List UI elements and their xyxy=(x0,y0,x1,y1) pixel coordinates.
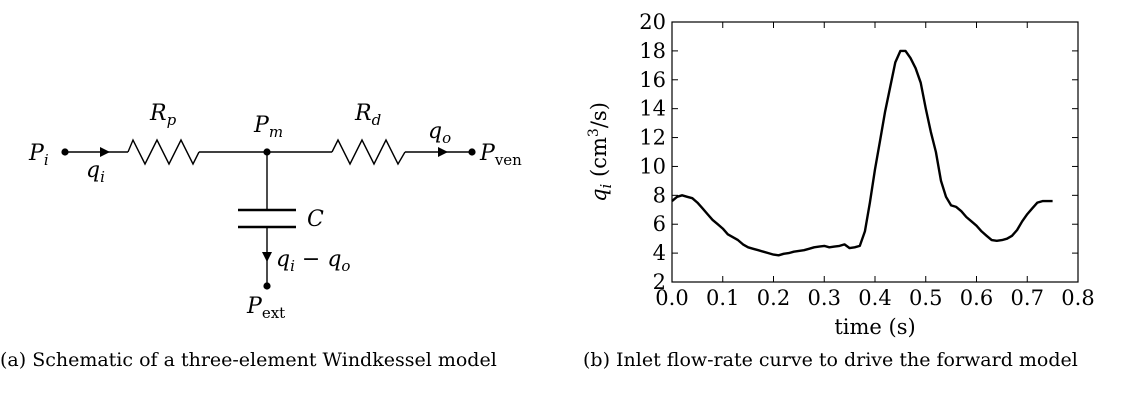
x-tick-label: 0.7 xyxy=(1011,286,1044,310)
label-q-in: qi xyxy=(86,158,105,186)
resistor-proximal xyxy=(127,138,200,166)
label-q-cap: qi − qo xyxy=(276,247,350,275)
label-p-venous: Pven xyxy=(479,141,522,169)
x-tick-label: 0.0 xyxy=(655,286,688,310)
node-mid xyxy=(263,148,271,156)
caption-schematic: (a) Schematic of a three-element Windkes… xyxy=(0,349,497,371)
schematic-nodes xyxy=(61,147,476,290)
x-axis-ticks: 0.0 0.1 0.2 0.3 0.4 0.5 0.6 0.7 0.8 xyxy=(655,22,1095,310)
label-p-mid: Pm xyxy=(253,113,283,141)
x-tick-label: 0.5 xyxy=(909,286,942,310)
y-tick-label: 12 xyxy=(639,126,666,150)
y-axis-label: qi (cm3/s) xyxy=(586,102,615,202)
y-tick-label: 10 xyxy=(639,154,666,178)
node-inlet xyxy=(61,148,69,156)
resistor-distal xyxy=(331,138,406,166)
x-tick-label: 0.2 xyxy=(757,286,790,310)
label-p-external: Pext xyxy=(246,294,285,322)
x-tick-label: 0.1 xyxy=(706,286,739,310)
label-r-proximal: Rp xyxy=(149,101,177,129)
y-tick-label: 8 xyxy=(653,183,666,207)
arrow-q-in-icon xyxy=(100,147,110,157)
y-tick-label: 20 xyxy=(639,10,666,34)
x-tick-label: 0.3 xyxy=(808,286,841,310)
x-tick-label: 0.6 xyxy=(960,286,993,310)
y-axis-ticks: 2 4 6 8 10 12 14 16 18 20 xyxy=(639,10,1078,294)
plot-frame xyxy=(671,21,1079,283)
node-external xyxy=(263,282,271,290)
caption-flow-chart: (b) Inlet flow-rate curve to drive the f… xyxy=(583,349,1078,371)
label-capacitor: C xyxy=(307,207,324,232)
windkessel-schematic xyxy=(65,138,472,286)
y-tick-label: 2 xyxy=(653,270,666,294)
y-tick-label: 4 xyxy=(653,241,666,265)
arrow-q-out-icon xyxy=(438,147,448,157)
label-p-in: Pi xyxy=(28,141,49,169)
x-tick-label: 0.8 xyxy=(1061,286,1094,310)
y-tick-label: 6 xyxy=(653,212,666,236)
x-tick-label: 0.4 xyxy=(858,286,891,310)
x-axis-label: time (s) xyxy=(834,315,915,339)
y-tick-label: 16 xyxy=(639,68,666,92)
flow-rate-line xyxy=(671,49,1053,257)
label-q-out: qo xyxy=(428,119,451,147)
arrow-q-cap-icon xyxy=(262,252,272,262)
label-r-distal: Rd xyxy=(354,101,381,129)
schematic-labels: Pi qi Rp Pm Rd qo Pven C qi − qo Pext xyxy=(28,101,522,322)
y-tick-label: 14 xyxy=(639,97,666,121)
node-outlet xyxy=(468,148,476,156)
y-tick-label: 18 xyxy=(639,39,666,63)
